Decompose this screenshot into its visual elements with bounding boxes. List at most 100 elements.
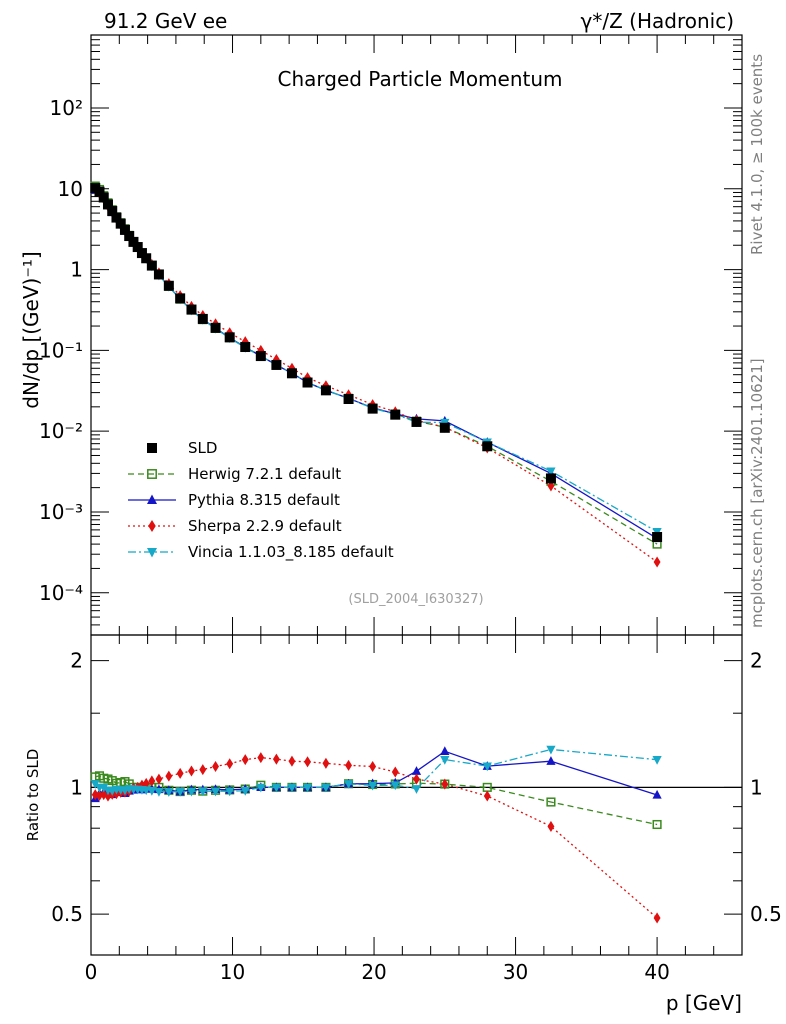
- rivet-label: Rivet 4.1.0, ≥ 100k events: [748, 54, 766, 255]
- sld-point: [255, 351, 266, 362]
- analysis-tag: (SLD_2004_I630327): [348, 592, 483, 607]
- sld-point: [136, 248, 147, 259]
- y-tick-label: 10⁻³: [39, 500, 83, 524]
- sld-point: [390, 409, 401, 420]
- sherpa-ratio-point: [441, 778, 449, 790]
- sherpa-ratio-point: [226, 758, 234, 770]
- x-ticks: 0 10 20 30 40: [85, 35, 743, 984]
- sld-point: [186, 304, 197, 315]
- sld-legend-marker: [147, 443, 157, 453]
- chart-title: Charged Particle Momentum: [277, 67, 562, 91]
- ratio-series-group: [90, 745, 662, 924]
- vincia-ratio-point: [411, 785, 422, 794]
- sherpa-ratio-point: [257, 752, 265, 764]
- vincia-ratio-point: [99, 783, 109, 793]
- ratio-tick-label-right: 2: [750, 649, 763, 673]
- sherpa-ratio-point: [547, 820, 555, 832]
- sherpa-ratio-point: [241, 754, 249, 766]
- sherpa-ratio-point: [188, 765, 195, 777]
- y-tick-label: 10: [58, 177, 83, 201]
- y-axis-label: dN/dp [(GeV)⁻¹]: [19, 251, 43, 408]
- vincia-legend-marker: [147, 548, 157, 558]
- vincia-ratio-point: [210, 787, 221, 797]
- sld-point: [141, 253, 152, 264]
- vincia-ratio-point: [390, 781, 400, 791]
- vincia-ratio-point: [186, 787, 197, 797]
- sld-point: [132, 242, 143, 253]
- energy-label: 91.2 GeV ee: [104, 9, 227, 33]
- sherpa-ratio-point: [653, 912, 661, 924]
- sld-legend-label: SLD: [188, 439, 217, 457]
- sherpa-ratio-point: [272, 753, 280, 765]
- sherpa-ratio-point: [369, 760, 377, 772]
- herwig-legend-label: Herwig 7.2.1 default: [188, 465, 341, 483]
- sld-point: [128, 236, 139, 247]
- vincia-ratio-point: [321, 783, 331, 793]
- vincia-ratio-point: [271, 783, 281, 793]
- sherpa-ratio-point: [212, 760, 219, 772]
- pythia-ratio-point: [440, 746, 450, 755]
- sld-point: [367, 403, 378, 414]
- vincia-legend-label: Vincia 1.1.03_8.185 default: [188, 543, 394, 562]
- vincia-ratio-point: [546, 745, 556, 755]
- sld-point: [482, 441, 493, 452]
- sherpa-ratio-point: [176, 767, 184, 779]
- vincia-ratio-point: [164, 788, 174, 797]
- sld-point: [302, 377, 313, 388]
- sld-point: [320, 385, 331, 396]
- sld-point: [240, 342, 251, 353]
- ratio-y-ticks: 0.5 0.5 1 1 2 2: [51, 649, 782, 927]
- mcplots-label: mcplots.cern.ch [arXiv:2401.10621]: [748, 358, 766, 628]
- x-tick-label: 10: [220, 960, 245, 984]
- sld-point: [119, 224, 130, 235]
- sherpa-ratio-point: [483, 790, 491, 802]
- sherpa-ratio-point: [96, 789, 103, 802]
- sld-point: [197, 313, 208, 324]
- sld-point: [115, 218, 126, 229]
- sld-point: [98, 192, 109, 203]
- ratio-tick-label-right: 0.5: [750, 902, 782, 926]
- sld-point: [146, 260, 157, 271]
- vincia-ratio-point: [198, 787, 208, 797]
- x-tick-label: 20: [361, 960, 386, 984]
- sld-point: [111, 212, 122, 223]
- sld-point: [271, 359, 282, 370]
- vincia-ratio-point: [440, 755, 450, 765]
- ratio-panel-frame: [90, 634, 743, 956]
- sherpa-line: [94, 189, 658, 563]
- sld-point: [545, 473, 556, 484]
- ratio-tick-label: 1: [70, 775, 83, 799]
- ratio-y-axis-label: Ratio to SLD: [24, 749, 42, 842]
- herwig-ratio-point: [652, 819, 662, 830]
- sld-point: [94, 186, 105, 197]
- vincia-ratio-point: [175, 787, 185, 797]
- x-tick-label: 30: [503, 960, 528, 984]
- vincia-ratio-point: [256, 783, 266, 793]
- sherpa-legend-label: Sherpa 2.2.9 default: [188, 517, 342, 535]
- x-axis-label: p [GeV]: [666, 991, 742, 1015]
- sld-point: [107, 206, 118, 217]
- pythia-legend-label: Pythia 8.315 default: [188, 491, 340, 509]
- sherpa-ratio-point: [100, 789, 108, 801]
- sld-point: [652, 531, 663, 542]
- sherpa-ratio-point: [322, 757, 330, 769]
- vincia-ratio-point: [343, 780, 354, 789]
- pythia-ratio-point: [652, 789, 662, 799]
- sld-point: [224, 332, 235, 343]
- sherpa-ratio-point: [199, 764, 207, 776]
- vincia-ratio-point: [225, 787, 235, 797]
- y-tick-label: 1: [70, 258, 83, 282]
- y-tick-label: 10⁻²: [39, 419, 83, 443]
- sherpa-point: [241, 336, 249, 348]
- sherpa-legend-marker: [148, 520, 156, 532]
- sherpa-ratio-point: [148, 775, 156, 787]
- vincia-ratio-point: [368, 781, 378, 791]
- x-tick-label: 40: [644, 960, 669, 984]
- main-y-ticks: 10⁻⁴ 10⁻³ 10⁻² 10⁻¹ 1 10 10²: [39, 34, 742, 636]
- vincia-line: [94, 186, 658, 533]
- x-tick-label: 0: [85, 960, 98, 984]
- ratio-tick-label-right: 1: [750, 775, 763, 799]
- sld-point: [439, 422, 450, 433]
- sld-point: [153, 269, 164, 280]
